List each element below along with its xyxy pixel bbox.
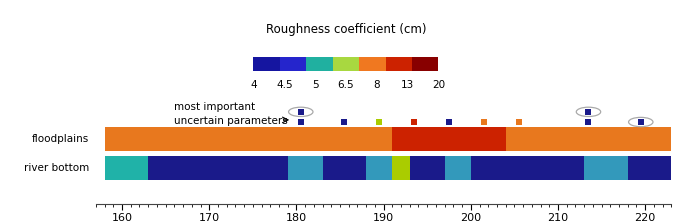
Text: river bottom: river bottom [24, 163, 89, 173]
Text: most important: most important [175, 102, 256, 112]
Bar [253, 57, 280, 71]
Text: 8: 8 [373, 80, 380, 90]
Text: floodplains: floodplains [32, 134, 89, 144]
Bar [280, 57, 306, 71]
Bar [306, 57, 333, 71]
Bar [412, 57, 438, 71]
Text: 13: 13 [401, 80, 414, 90]
Bar [333, 57, 359, 71]
Text: 4: 4 [250, 80, 257, 90]
Text: Roughness coefficient (cm): Roughness coefficient (cm) [266, 22, 426, 36]
Text: 5: 5 [312, 80, 319, 90]
Bar [359, 57, 386, 71]
Text: uncertain parameters: uncertain parameters [175, 116, 288, 126]
Bar [386, 57, 412, 71]
Text: 6.5: 6.5 [338, 80, 354, 90]
Text: 20: 20 [432, 80, 445, 90]
Text: 4.5: 4.5 [276, 80, 292, 90]
